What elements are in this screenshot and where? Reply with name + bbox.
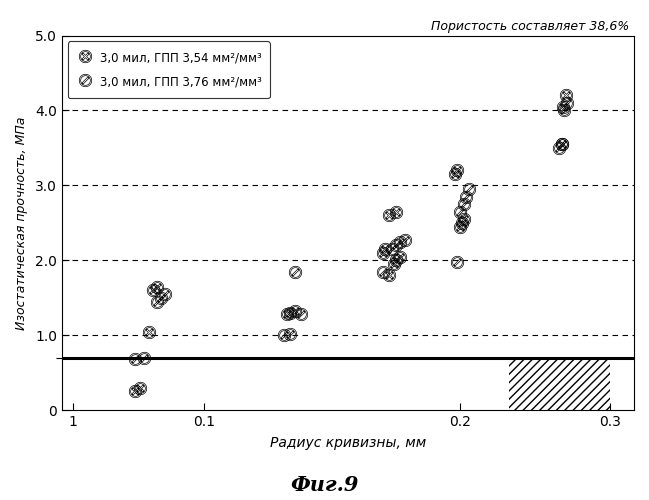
3,0 мил, ГПП 3,76 мм²/мм³: [563, 100, 571, 106]
Line: 3,0 мил, ГПП 3,54 мм²/мм³: 3,0 мил, ГПП 3,54 мм²/мм³: [129, 89, 572, 398]
3,0 мил, ГПП 3,76 мм²/мм³: [387, 246, 395, 252]
3,0 мил, ГПП 3,54 мм²/мм³: [283, 312, 291, 318]
3,0 мил, ГПП 3,76 мм²/мм³: [378, 268, 386, 274]
3,0 мил, ГПП 3,76 мм²/мм³: [456, 208, 464, 214]
3,0 мил, ГПП 3,54 мм²/мм³: [458, 220, 466, 226]
3,0 мил, ГПП 3,54 мм²/мм³: [136, 384, 144, 390]
3,0 мил, ГПП 3,54 мм²/мм³: [456, 224, 464, 230]
3,0 мил, ГПП 3,54 мм²/мм³: [562, 92, 570, 98]
3,0 мил, ГПП 3,54 мм²/мм³: [453, 168, 461, 173]
3,0 мил, ГПП 3,54 мм²/мм³: [378, 250, 386, 256]
3,0 мил, ГПП 3,76 мм²/мм³: [392, 242, 400, 248]
3,0 мил, ГПП 3,54 мм²/мм³: [291, 308, 299, 314]
3,0 мил, ГПП 3,54 мм²/мм³: [557, 141, 565, 147]
X-axis label: Радиус кривизны, мм: Радиус кривизны, мм: [270, 436, 426, 450]
3,0 мил, ГПП 3,76 мм²/мм³: [465, 186, 473, 192]
3,0 мил, ГПП 3,54 мм²/мм³: [392, 208, 400, 214]
3,0 мил, ГПП 3,54 мм²/мм³: [149, 288, 156, 294]
Legend: 3,0 мил, ГПП 3,54 мм²/мм³, 3,0 мил, ГПП 3,76 мм²/мм³: 3,0 мил, ГПП 3,54 мм²/мм³, 3,0 мил, ГПП …: [67, 42, 270, 98]
3,0 мил, ГПП 3,54 мм²/мм³: [390, 261, 398, 267]
3,0 мил, ГПП 3,54 мм²/мм³: [153, 284, 161, 290]
Text: Фиг.9: Фиг.9: [290, 475, 359, 495]
3,0 мил, ГПП 3,76 мм²/мм³: [555, 145, 563, 151]
3,0 мил, ГПП 3,76 мм²/мм³: [561, 108, 569, 114]
3,0 мил, ГПП 3,76 мм²/мм³: [291, 268, 299, 274]
3,0 мил, ГПП 3,76 мм²/мм³: [280, 332, 288, 338]
3,0 мил, ГПП 3,76 мм²/мм³: [162, 291, 169, 297]
3,0 мил, ГПП 3,76 мм²/мм³: [460, 201, 468, 207]
3,0 мил, ГПП 3,54 мм²/мм³: [286, 310, 293, 316]
3,0 мил, ГПП 3,54 мм²/мм³: [132, 388, 140, 394]
3,0 мил, ГПП 3,54 мм²/мм³: [392, 258, 400, 264]
3,0 мил, ГПП 3,76 мм²/мм³: [453, 259, 461, 265]
3,0 мил, ГПП 3,54 мм²/мм³: [381, 246, 389, 252]
3,0 мил, ГПП 3,76 мм²/мм³: [132, 356, 140, 362]
3,0 мил, ГПП 3,54 мм²/мм³: [451, 171, 459, 177]
3,0 мил, ГПП 3,76 мм²/мм³: [153, 298, 161, 304]
3,0 мил, ГПП 3,54 мм²/мм³: [460, 216, 468, 222]
3,0 мил, ГПП 3,76 мм²/мм³: [157, 295, 165, 301]
3,0 мил, ГПП 3,76 мм²/мм³: [140, 354, 148, 360]
Text: Пористость составляет 38,6%: Пористость составляет 38,6%: [432, 20, 630, 33]
3,0 мил, ГПП 3,76 мм²/мм³: [400, 237, 408, 243]
Line: 3,0 мил, ГПП 3,76 мм²/мм³: 3,0 мил, ГПП 3,76 мм²/мм³: [129, 96, 573, 366]
3,0 мил, ГПП 3,54 мм²/мм³: [386, 272, 393, 278]
3,0 мил, ГПП 3,76 мм²/мм³: [286, 331, 293, 337]
3,0 мил, ГПП 3,54 мм²/мм³: [386, 212, 393, 218]
3,0 мил, ГПП 3,54 мм²/мм³: [397, 254, 404, 260]
3,0 мил, ГПП 3,76 мм²/мм³: [297, 312, 305, 318]
3,0 мил, ГПП 3,76 мм²/мм³: [397, 238, 404, 244]
3,0 мил, ГПП 3,76 мм²/мм³: [557, 141, 565, 147]
3,0 мил, ГПП 3,76 мм²/мм³: [462, 194, 470, 200]
Y-axis label: Изостатическая прочность, МПа: Изостатическая прочность, МПа: [15, 116, 28, 330]
3,0 мил, ГПП 3,54 мм²/мм³: [145, 328, 153, 334]
3,0 мил, ГПП 3,54 мм²/мм³: [559, 104, 567, 110]
